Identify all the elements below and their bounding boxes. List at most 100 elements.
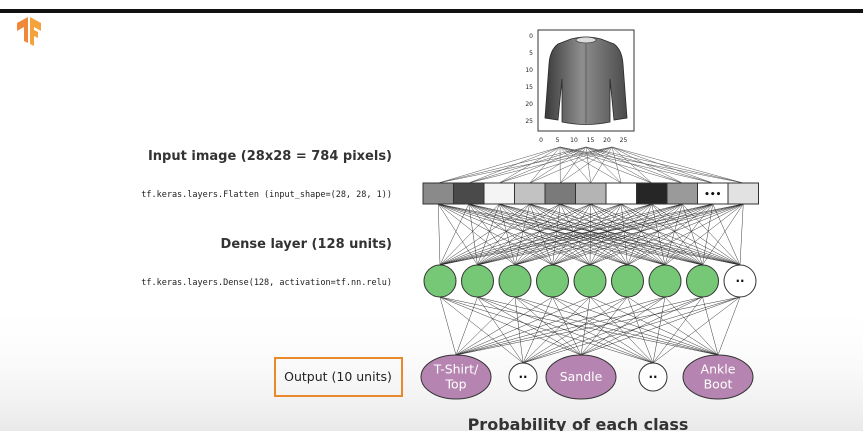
connection-line <box>455 296 516 356</box>
connection-line <box>529 203 703 266</box>
connection-line <box>438 203 516 266</box>
connection-line <box>468 203 741 266</box>
connection-line <box>580 296 628 356</box>
input-image-label: Input image (28x28 = 784 pixels) <box>148 149 392 164</box>
flatten-code-label: tf.keras.layers.Flatten (input_shape=(28… <box>141 190 392 200</box>
connection-line <box>468 146 613 184</box>
image-y-tick: 25 <box>525 118 533 125</box>
connection-line <box>477 203 744 266</box>
connection-line <box>468 203 628 266</box>
connection-line <box>438 203 628 266</box>
image-x-tick: 5 <box>556 137 560 144</box>
connection-line <box>702 203 744 266</box>
connection-line <box>439 203 652 266</box>
connection-line <box>522 296 666 364</box>
connection-line <box>611 146 652 184</box>
connection-line <box>439 203 591 266</box>
connection-line <box>468 203 591 266</box>
connection-line <box>514 203 622 266</box>
image-x-tick: 0 <box>539 137 543 144</box>
connection-line <box>499 146 587 184</box>
dense-neuron <box>423 264 457 298</box>
connection-line <box>439 203 713 266</box>
output-ellipsis-node <box>638 362 668 392</box>
connection-line <box>589 296 719 356</box>
connection-line <box>499 203 628 266</box>
dense-neuron <box>573 264 607 298</box>
connection-line <box>468 146 561 184</box>
connection-line <box>477 203 683 266</box>
dense-code-label: tf.keras.layers.Dense(128, activation=tf… <box>141 278 392 288</box>
connection-line <box>529 203 666 266</box>
output-class-label: T-Shirt/ <box>433 362 479 377</box>
connection-line <box>560 146 613 184</box>
output-class-label: Boot <box>704 377 733 392</box>
connection-line <box>438 203 666 266</box>
connection-line <box>611 146 683 184</box>
connection-line <box>499 203 741 266</box>
connection-line <box>585 146 622 184</box>
connection-line <box>438 203 553 266</box>
connection-line <box>455 296 591 356</box>
connection-line <box>652 296 741 364</box>
output-ellipsis: ·· <box>648 370 657 384</box>
connection-line <box>717 296 741 356</box>
flatten-cell <box>575 182 607 205</box>
output-class-node <box>545 354 617 400</box>
connection-line <box>468 203 516 266</box>
connection-line <box>455 296 741 356</box>
connection-line <box>477 296 524 364</box>
connection-line <box>514 296 524 364</box>
connection-line <box>499 203 703 266</box>
connection-line <box>477 296 654 364</box>
connection-line <box>468 146 587 184</box>
connection-line <box>439 296 457 356</box>
top-bar <box>0 9 863 13</box>
connection-line <box>477 203 713 266</box>
flatten-cell <box>605 182 637 205</box>
output-class-node <box>682 354 754 400</box>
connection-line <box>439 203 530 266</box>
connection-line <box>560 203 666 266</box>
output-class-node <box>420 354 492 400</box>
connection-line <box>438 146 561 184</box>
connection-line <box>514 296 654 364</box>
connection-line <box>455 296 628 356</box>
connection-line <box>439 203 469 266</box>
connection-line <box>468 203 553 266</box>
connection-line <box>522 296 553 364</box>
flatten-ellipsis: ••• <box>704 190 721 200</box>
connection-line <box>439 296 582 356</box>
output-class-label: Ankle <box>701 362 736 377</box>
connection-line <box>514 203 652 266</box>
connection-line <box>522 296 591 364</box>
dense-neuron <box>536 264 569 298</box>
connection-line <box>559 146 744 184</box>
connection-line <box>585 146 683 184</box>
connection-line <box>664 203 683 266</box>
connection-line <box>477 203 591 266</box>
image-x-tick: 15 <box>587 137 595 144</box>
connection-line <box>664 203 744 266</box>
connection-line <box>455 296 478 356</box>
connection-line <box>559 146 622 184</box>
connection-line <box>455 296 666 356</box>
connection-line <box>438 203 591 266</box>
connection-line <box>514 203 683 266</box>
output-units-label: Output (10 units) <box>284 369 392 384</box>
connection-line <box>627 296 654 364</box>
flatten-cell <box>666 182 698 205</box>
connection-line <box>522 296 628 364</box>
connection-line <box>529 146 561 184</box>
connection-line <box>560 203 741 266</box>
image-y-tick: 15 <box>525 84 533 91</box>
flatten-cell <box>544 182 576 205</box>
connection-line <box>468 203 703 266</box>
connection-line <box>514 203 591 266</box>
connection-line <box>652 296 703 364</box>
connection-line <box>664 296 719 356</box>
connection-line <box>514 203 713 266</box>
connection-line <box>580 296 703 356</box>
image-x-tick: 20 <box>603 137 611 144</box>
